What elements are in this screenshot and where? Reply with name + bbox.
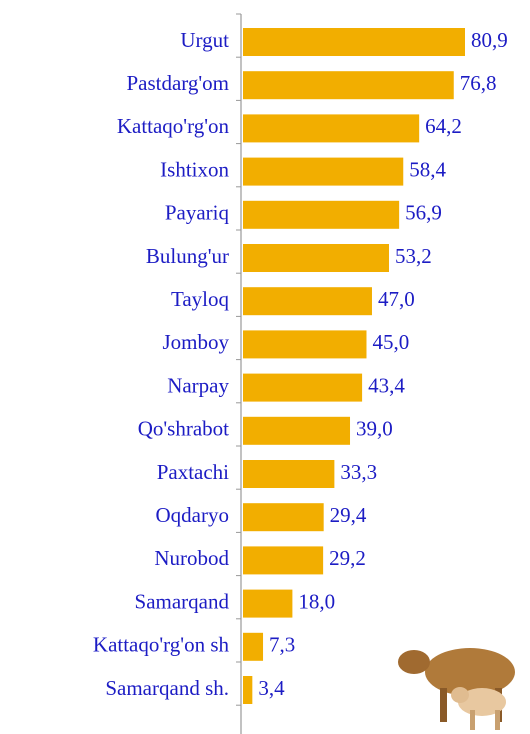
- value-label: 45,0: [372, 330, 409, 354]
- bar: [243, 503, 324, 532]
- category-label: Kattaqo'rg'on: [117, 114, 230, 138]
- value-label: 64,2: [425, 114, 462, 138]
- bar: [243, 676, 253, 704]
- category-label: Nurobod: [154, 546, 229, 570]
- bar: [243, 546, 324, 575]
- category-label: Narpay: [167, 373, 229, 397]
- bar: [243, 157, 404, 186]
- bar: [243, 287, 372, 316]
- cow-illustration: [398, 648, 515, 730]
- value-label: 3,4: [258, 676, 285, 700]
- bar: [243, 200, 400, 229]
- category-label: Oqdaryo: [156, 503, 229, 527]
- value-label: 43,4: [368, 373, 405, 397]
- value-label: 7,3: [269, 633, 295, 657]
- bar: [243, 28, 465, 56]
- bar: [243, 460, 335, 488]
- value-label: 76,8: [460, 71, 497, 95]
- value-label: 29,4: [330, 503, 367, 527]
- bar: [243, 330, 367, 359]
- category-label: Kattaqo'rg'on sh: [93, 633, 230, 657]
- value-label: 56,9: [405, 201, 442, 225]
- category-label: Ishtixon: [160, 157, 229, 181]
- value-label: 29,2: [329, 546, 366, 570]
- category-label: Samarqand sh.: [105, 676, 229, 700]
- bar: [243, 632, 264, 661]
- value-label: 18,0: [298, 589, 335, 613]
- bar: [243, 373, 363, 402]
- bar: [243, 114, 420, 143]
- category-label: Jomboy: [162, 330, 229, 354]
- value-label: 39,0: [356, 417, 393, 441]
- value-label: 33,3: [340, 460, 377, 484]
- bar: [243, 244, 389, 272]
- bar: [243, 589, 293, 618]
- bar: [243, 416, 351, 445]
- category-label: Tayloq: [171, 287, 230, 311]
- category-label: Bulung'ur: [146, 244, 229, 268]
- value-label: 80,9: [471, 28, 508, 52]
- value-label: 47,0: [378, 287, 415, 311]
- value-label: 53,2: [395, 244, 432, 268]
- category-label: Payariq: [165, 201, 230, 225]
- category-label: Urgut: [180, 28, 229, 52]
- category-label: Qo'shrabot: [138, 417, 229, 441]
- category-label: Paxtachi: [157, 460, 229, 484]
- value-label: 58,4: [409, 157, 446, 181]
- category-label: Samarqand: [135, 589, 230, 613]
- category-label: Pastdarg'om: [126, 71, 229, 95]
- bar: [243, 71, 454, 100]
